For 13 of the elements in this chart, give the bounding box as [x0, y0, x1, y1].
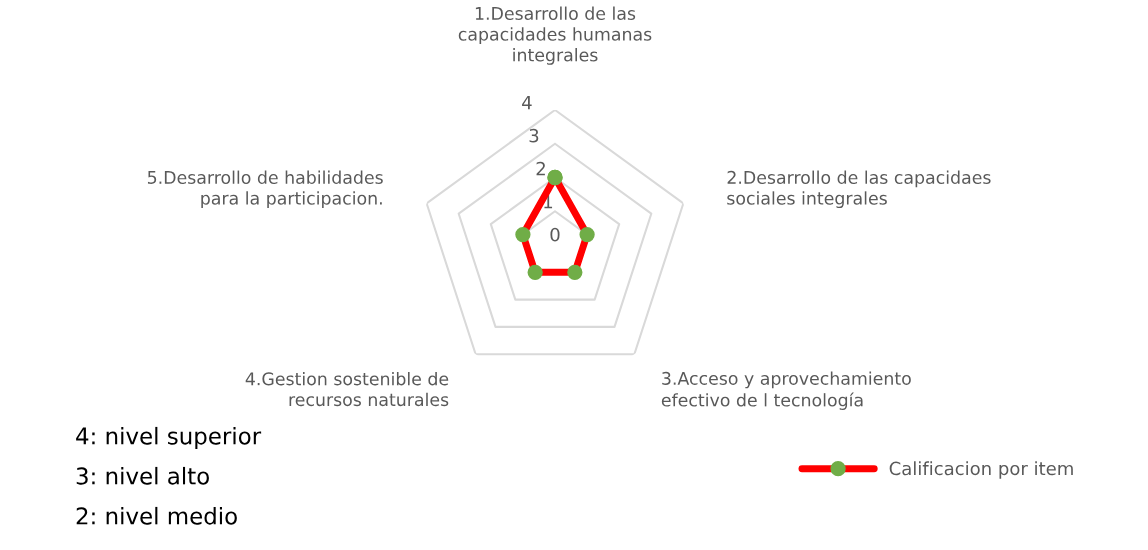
y-tick-label: 0	[550, 227, 560, 242]
text: 4: nivel superior	[76, 426, 262, 450]
spoke-label: 4.Gestion sostenible de recursos naturales	[245, 371, 449, 407]
y-tick-label: 3	[529, 128, 539, 143]
y-tick-label: 4	[522, 96, 532, 110]
text: 3: nivel alto	[76, 466, 209, 485]
spoke-label: 5.Desarrollo de habilidades para la participacion.	[147, 170, 383, 209]
text: 2: nivel medio	[76, 506, 237, 525]
y-tick-label: 2	[536, 161, 545, 176]
legend-label: Calificacion por item	[889, 461, 1073, 479]
spoke-label: 2.Desarrollo de las capacidaes sociales integrales	[727, 170, 991, 209]
spoke-label: 1.Desarrollo de las capacidades humanas integrales	[458, 6, 652, 65]
spoke-label: 3.Acceso y aprovechamiento efectivo de l tecnología	[661, 371, 911, 410]
